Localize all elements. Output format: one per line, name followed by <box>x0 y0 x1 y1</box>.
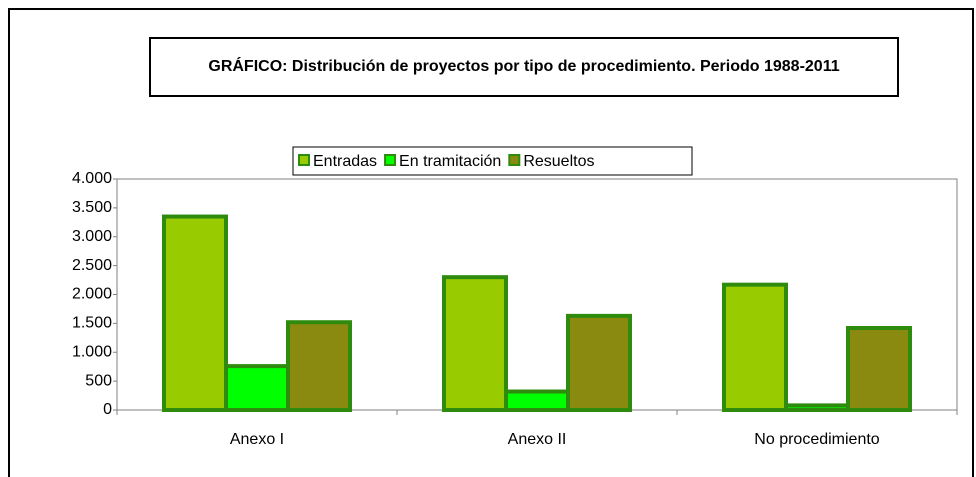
y-tick-label: 3.000 <box>72 228 112 245</box>
x-tick-label: Anexo II <box>508 431 567 448</box>
x-tick-label: No procedimiento <box>754 431 880 448</box>
bar <box>784 403 850 413</box>
x-tick-label: Anexo I <box>230 431 284 448</box>
bar <box>566 313 632 412</box>
bar <box>224 364 290 412</box>
y-tick-label: 4.000 <box>72 170 112 187</box>
y-tick-label: 1.000 <box>72 343 112 360</box>
y-tick-label: 1.500 <box>72 315 112 332</box>
legend-swatch <box>508 154 521 166</box>
bar <box>442 275 508 412</box>
legend-swatch <box>298 154 310 166</box>
bar <box>162 214 228 412</box>
y-tick-label: 0 <box>103 401 112 418</box>
chart-title: GRÁFICO: Distribución de proyectos por t… <box>149 37 899 97</box>
y-tick-label: 2.000 <box>72 286 112 303</box>
legend-label: Entradas <box>313 153 377 170</box>
legend-swatch <box>384 154 397 166</box>
legend-box <box>292 146 693 176</box>
bar <box>504 389 570 412</box>
bar <box>846 325 912 412</box>
chart-frame <box>8 8 974 477</box>
y-tick-label: 2.500 <box>72 257 112 274</box>
bar <box>722 282 788 412</box>
bar <box>286 320 352 412</box>
legend-label: Resueltos <box>523 153 594 170</box>
y-tick-label: 3.500 <box>72 199 112 216</box>
y-tick-label: 500 <box>85 372 112 389</box>
legend-label: En tramitación <box>399 153 501 170</box>
